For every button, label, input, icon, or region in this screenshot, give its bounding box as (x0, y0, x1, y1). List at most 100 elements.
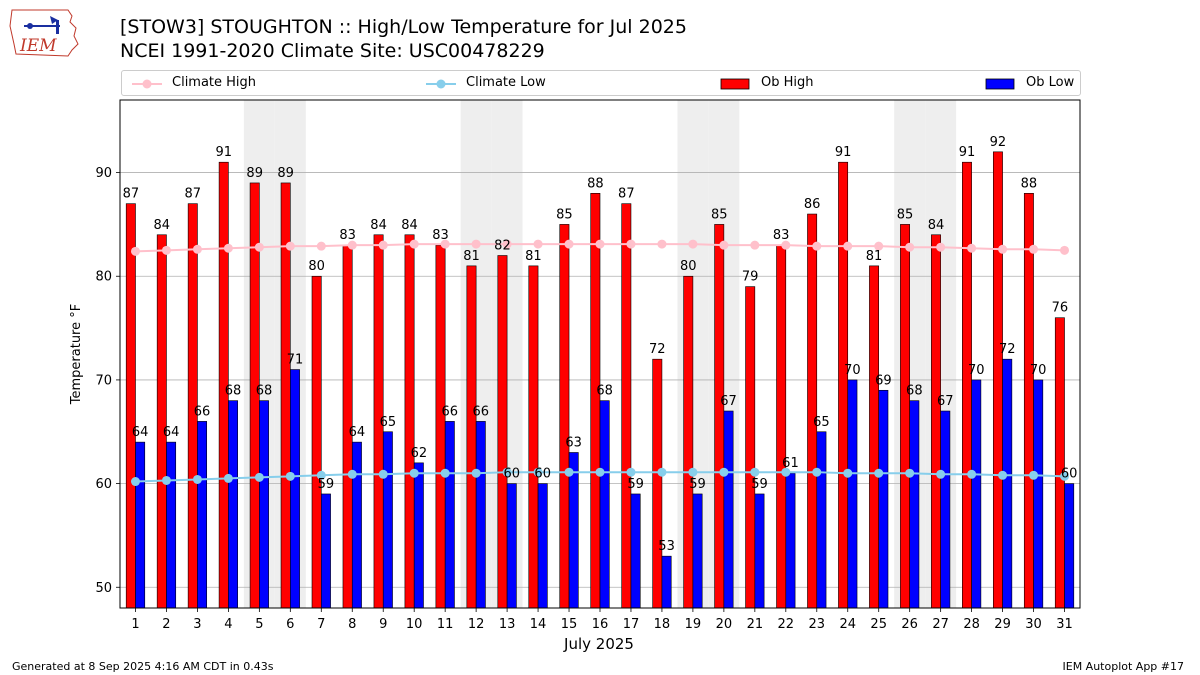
iem-logo: IEM (8, 6, 80, 58)
climate-high-point (781, 240, 791, 250)
x-tick-label: 20 (716, 617, 733, 632)
bar-ob-low (444, 421, 455, 609)
x-axis-label: July 2025 (563, 635, 634, 653)
bar-ob-low (166, 441, 177, 609)
climate-low-point (657, 467, 667, 477)
bar-ob-high (466, 265, 477, 609)
logo-text: IEM (20, 36, 57, 56)
climate-high-point (409, 239, 419, 249)
data-label-ob-high: 84 (154, 218, 171, 233)
bar-ob-high (497, 255, 508, 609)
climate-low-point (440, 468, 450, 478)
legend-swatch-climate-high (132, 79, 162, 89)
legend-label: Ob High (761, 75, 814, 90)
bar-ob-low (135, 441, 146, 609)
climate-high-point (719, 240, 729, 250)
data-label-ob-high: 84 (928, 218, 945, 233)
x-tick-label: 28 (963, 617, 980, 632)
data-label-ob-low: 59 (318, 477, 335, 492)
bar-ob-low (692, 493, 703, 609)
chart-title: [STOW3] STOUGHTON :: High/Low Temperatur… (120, 16, 687, 38)
data-label-ob-low: 61 (782, 456, 799, 471)
data-label-ob-low: 60 (503, 467, 520, 482)
climate-low-point (285, 471, 295, 481)
data-label-ob-high: 82 (494, 239, 511, 254)
bar-ob-low (259, 400, 269, 609)
y-tick-label: 60 (95, 477, 112, 492)
bar-ob-low (197, 421, 208, 609)
data-label-ob-low: 59 (751, 477, 768, 492)
x-tick-label: 11 (437, 617, 454, 632)
y-tick-label: 90 (95, 166, 112, 181)
data-label-ob-high: 84 (370, 218, 387, 233)
x-tick-label: 14 (530, 617, 547, 632)
data-label-ob-high: 80 (680, 259, 697, 274)
generated-timestamp: Generated at 8 Sep 2025 4:16 AM CDT in 0… (12, 660, 274, 673)
bar-ob-low (475, 421, 486, 609)
data-label-ob-low: 66 (442, 404, 459, 419)
bar-ob-low (537, 483, 548, 609)
data-label-ob-low: 68 (906, 384, 923, 399)
climate-high-point (564, 239, 574, 249)
data-label-ob-low: 60 (1061, 467, 1078, 482)
climate-low-point (533, 467, 543, 477)
climate-high-point (192, 244, 202, 254)
data-label-ob-low: 67 (720, 394, 737, 409)
bar-ob-low (599, 400, 610, 609)
data-label-ob-low: 66 (473, 404, 490, 419)
bar-ob-low (661, 555, 672, 609)
x-tick-label: 10 (406, 617, 423, 632)
bar-ob-high (621, 203, 632, 609)
climate-low-point (471, 468, 481, 478)
climate-high-point (130, 246, 140, 256)
climate-high-point (378, 240, 388, 250)
legend-swatch-climate-low (426, 79, 456, 89)
bar-ob-low (413, 462, 424, 609)
climate-high-point (936, 242, 946, 252)
bar-ob-low (909, 400, 920, 609)
bar-ob-high (1023, 193, 1034, 609)
climate-high-point (1029, 244, 1039, 254)
y-axis-label: Temperature °F (69, 304, 84, 405)
climate-high-point (626, 239, 636, 249)
x-tick-label: 6 (286, 617, 294, 632)
climate-low-point (409, 468, 419, 478)
bar-ob-low (382, 431, 393, 609)
bar-ob-high (156, 234, 167, 609)
bar-ob-high (404, 234, 415, 609)
climate-high-point (223, 243, 233, 253)
data-label-ob-low: 67 (937, 394, 954, 409)
data-label-ob-high: 72 (649, 342, 666, 357)
data-label-ob-low: 66 (194, 404, 211, 419)
climate-high-point (843, 241, 853, 251)
data-label-ob-high: 87 (185, 187, 202, 202)
data-label-ob-high: 87 (618, 187, 635, 202)
data-label-ob-low: 59 (689, 477, 706, 492)
x-tick-label: 29 (994, 617, 1011, 632)
x-tick-label: 26 (901, 617, 918, 632)
x-tick-label: 7 (317, 617, 325, 632)
y-tick-label: 70 (95, 373, 112, 388)
bar-ob-high (992, 151, 1003, 609)
climate-high-point (285, 241, 295, 251)
data-label-ob-high: 81 (463, 249, 480, 264)
x-tick-label: 5 (255, 617, 263, 632)
x-tick-label: 2 (162, 617, 170, 632)
climate-low-point (192, 474, 202, 484)
x-tick-label: 27 (932, 617, 949, 632)
legend-label: Ob Low (1026, 75, 1075, 90)
data-label-ob-high: 86 (804, 197, 821, 212)
bar-ob-low (506, 483, 517, 609)
x-tick-label: 1 (131, 617, 139, 632)
bar-ob-high (590, 193, 601, 609)
climate-high-point (812, 241, 822, 251)
climate-low-point (378, 469, 388, 479)
bar-ob-low (630, 493, 641, 609)
data-label-ob-high: 91 (835, 145, 852, 160)
x-tick-label: 23 (809, 617, 826, 632)
data-label-ob-high: 91 (959, 145, 976, 160)
climate-high-point (471, 239, 481, 249)
climate-high-point (161, 245, 171, 255)
data-label-ob-low: 70 (968, 363, 985, 378)
x-tick-label: 15 (561, 617, 578, 632)
